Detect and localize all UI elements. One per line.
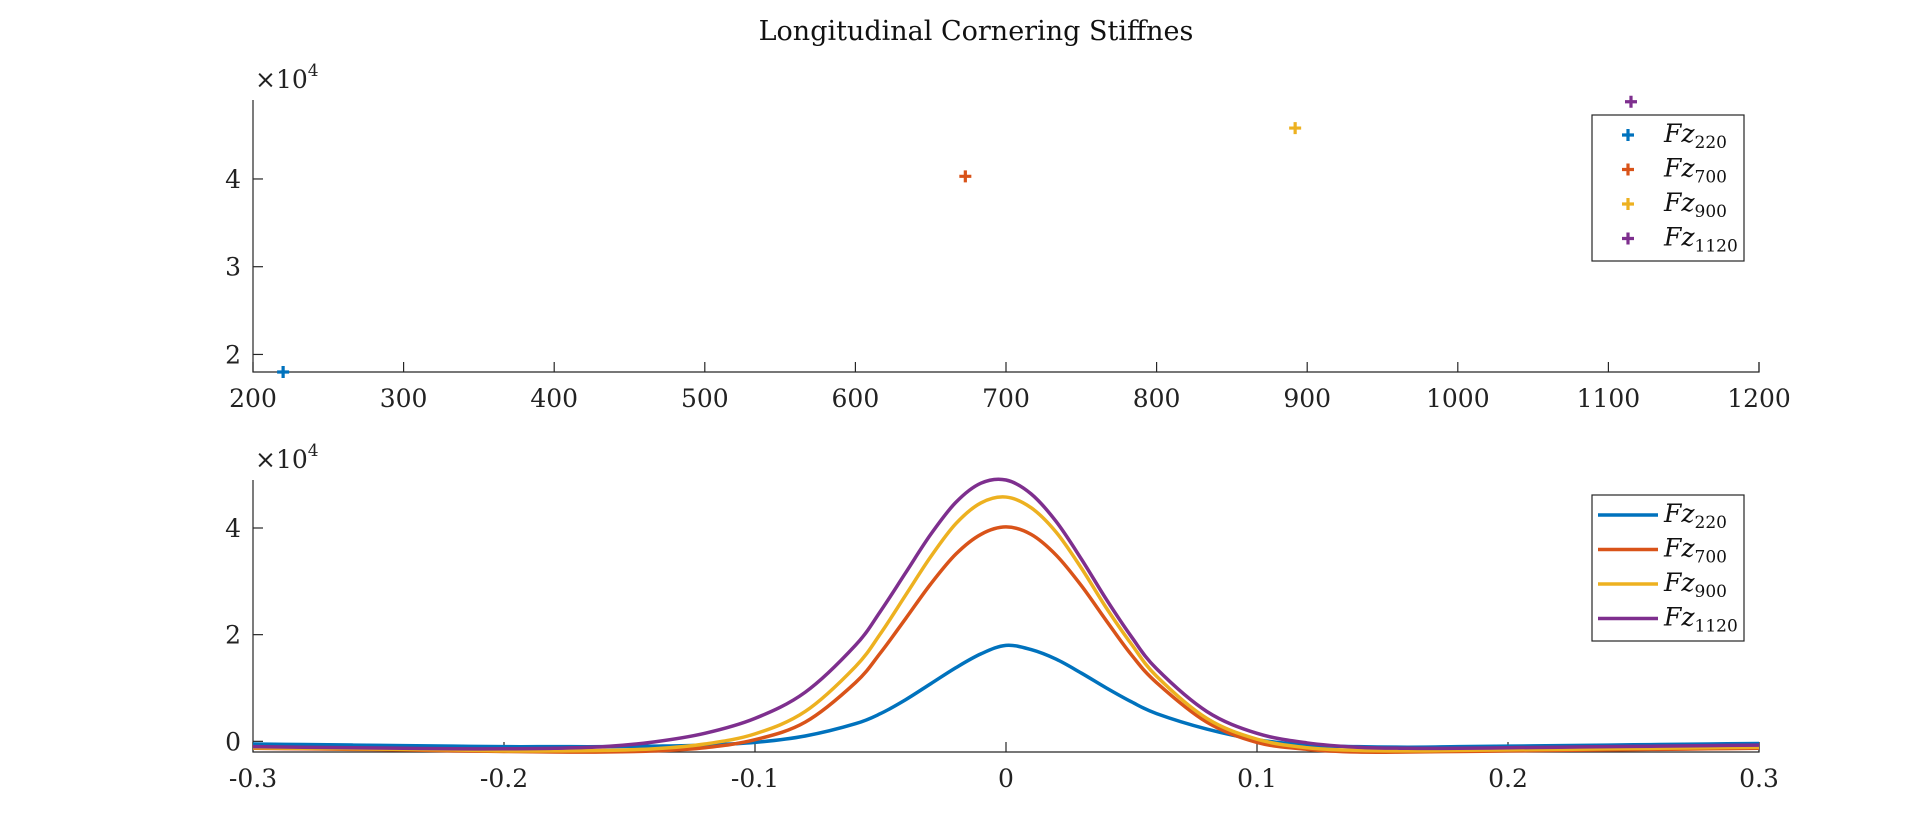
x-tick-label: 0.2 bbox=[1488, 764, 1528, 793]
y-exponent-label: ×104 bbox=[255, 61, 319, 94]
x-tick-label: 400 bbox=[530, 384, 578, 413]
legend-box bbox=[1591, 114, 1745, 262]
y-exponent-label: ×104 bbox=[255, 441, 319, 474]
x-tick-label: -0.1 bbox=[731, 764, 779, 793]
line-panel: -0.3 -0.2 -0.1 0 0.1 0.2 0.3024×104Fz220Fz700F… bbox=[225, 441, 1779, 793]
scatter-point-fz700 bbox=[959, 170, 972, 183]
x-tick-label: 700 bbox=[982, 384, 1030, 413]
x-tick-label: 1000 bbox=[1426, 384, 1490, 413]
legend-symbol bbox=[1622, 198, 1634, 210]
scatter-point-fz900 bbox=[1289, 122, 1302, 135]
y-tick-label: 4 bbox=[225, 514, 241, 543]
x-tick-label: 300 bbox=[380, 384, 428, 413]
x-tick-label: 600 bbox=[832, 384, 880, 413]
legend-symbol bbox=[1622, 232, 1634, 245]
x-tick-label: 800 bbox=[1133, 384, 1181, 413]
legend-entry: Fz220 bbox=[1663, 499, 1727, 533]
legend-entry: Fz1120 bbox=[1663, 223, 1738, 257]
y-tick-label: 3 bbox=[225, 253, 241, 282]
x-tick-label: -0.2 bbox=[480, 764, 528, 793]
x-tick-label: 1200 bbox=[1727, 384, 1791, 413]
legend-symbol bbox=[1622, 163, 1634, 176]
legend-box bbox=[1591, 494, 1745, 642]
legend-symbol bbox=[1622, 129, 1634, 141]
series-line-fz220 bbox=[252, 643, 1760, 749]
axes-frame bbox=[252, 480, 1760, 753]
x-tick-label: 0 bbox=[998, 764, 1014, 793]
x-tick-label: 200 bbox=[229, 384, 277, 413]
x-tick-label: 0.3 bbox=[1739, 764, 1779, 793]
x-tick-label: 900 bbox=[1283, 384, 1331, 413]
x-tick-label: -0.3 bbox=[229, 764, 277, 793]
scatter-panel: 200 300 400 500 600 700 800 900 1000 1100 1200 2 3 4 ×… bbox=[225, 61, 1791, 413]
x-tick-label: 0.1 bbox=[1237, 764, 1277, 793]
scatter-point-fz220 bbox=[277, 366, 290, 378]
y-tick-label: 2 bbox=[225, 340, 241, 369]
series-line-fz1120 bbox=[252, 477, 1760, 751]
y-tick-label: 4 bbox=[225, 165, 241, 194]
series-line-fz900 bbox=[252, 495, 1760, 753]
chart-title: Longitudinal Cornering Stiffnes bbox=[759, 16, 1194, 47]
series-line-fz700 bbox=[252, 525, 1760, 754]
y-tick-label: 0 bbox=[225, 727, 241, 756]
y-tick-label: 2 bbox=[225, 621, 241, 650]
axes-frame bbox=[252, 100, 1760, 373]
x-tick-label: 500 bbox=[681, 384, 729, 413]
scatter-point-fz1120 bbox=[1624, 95, 1637, 108]
x-tick-label: 1100 bbox=[1577, 384, 1641, 413]
